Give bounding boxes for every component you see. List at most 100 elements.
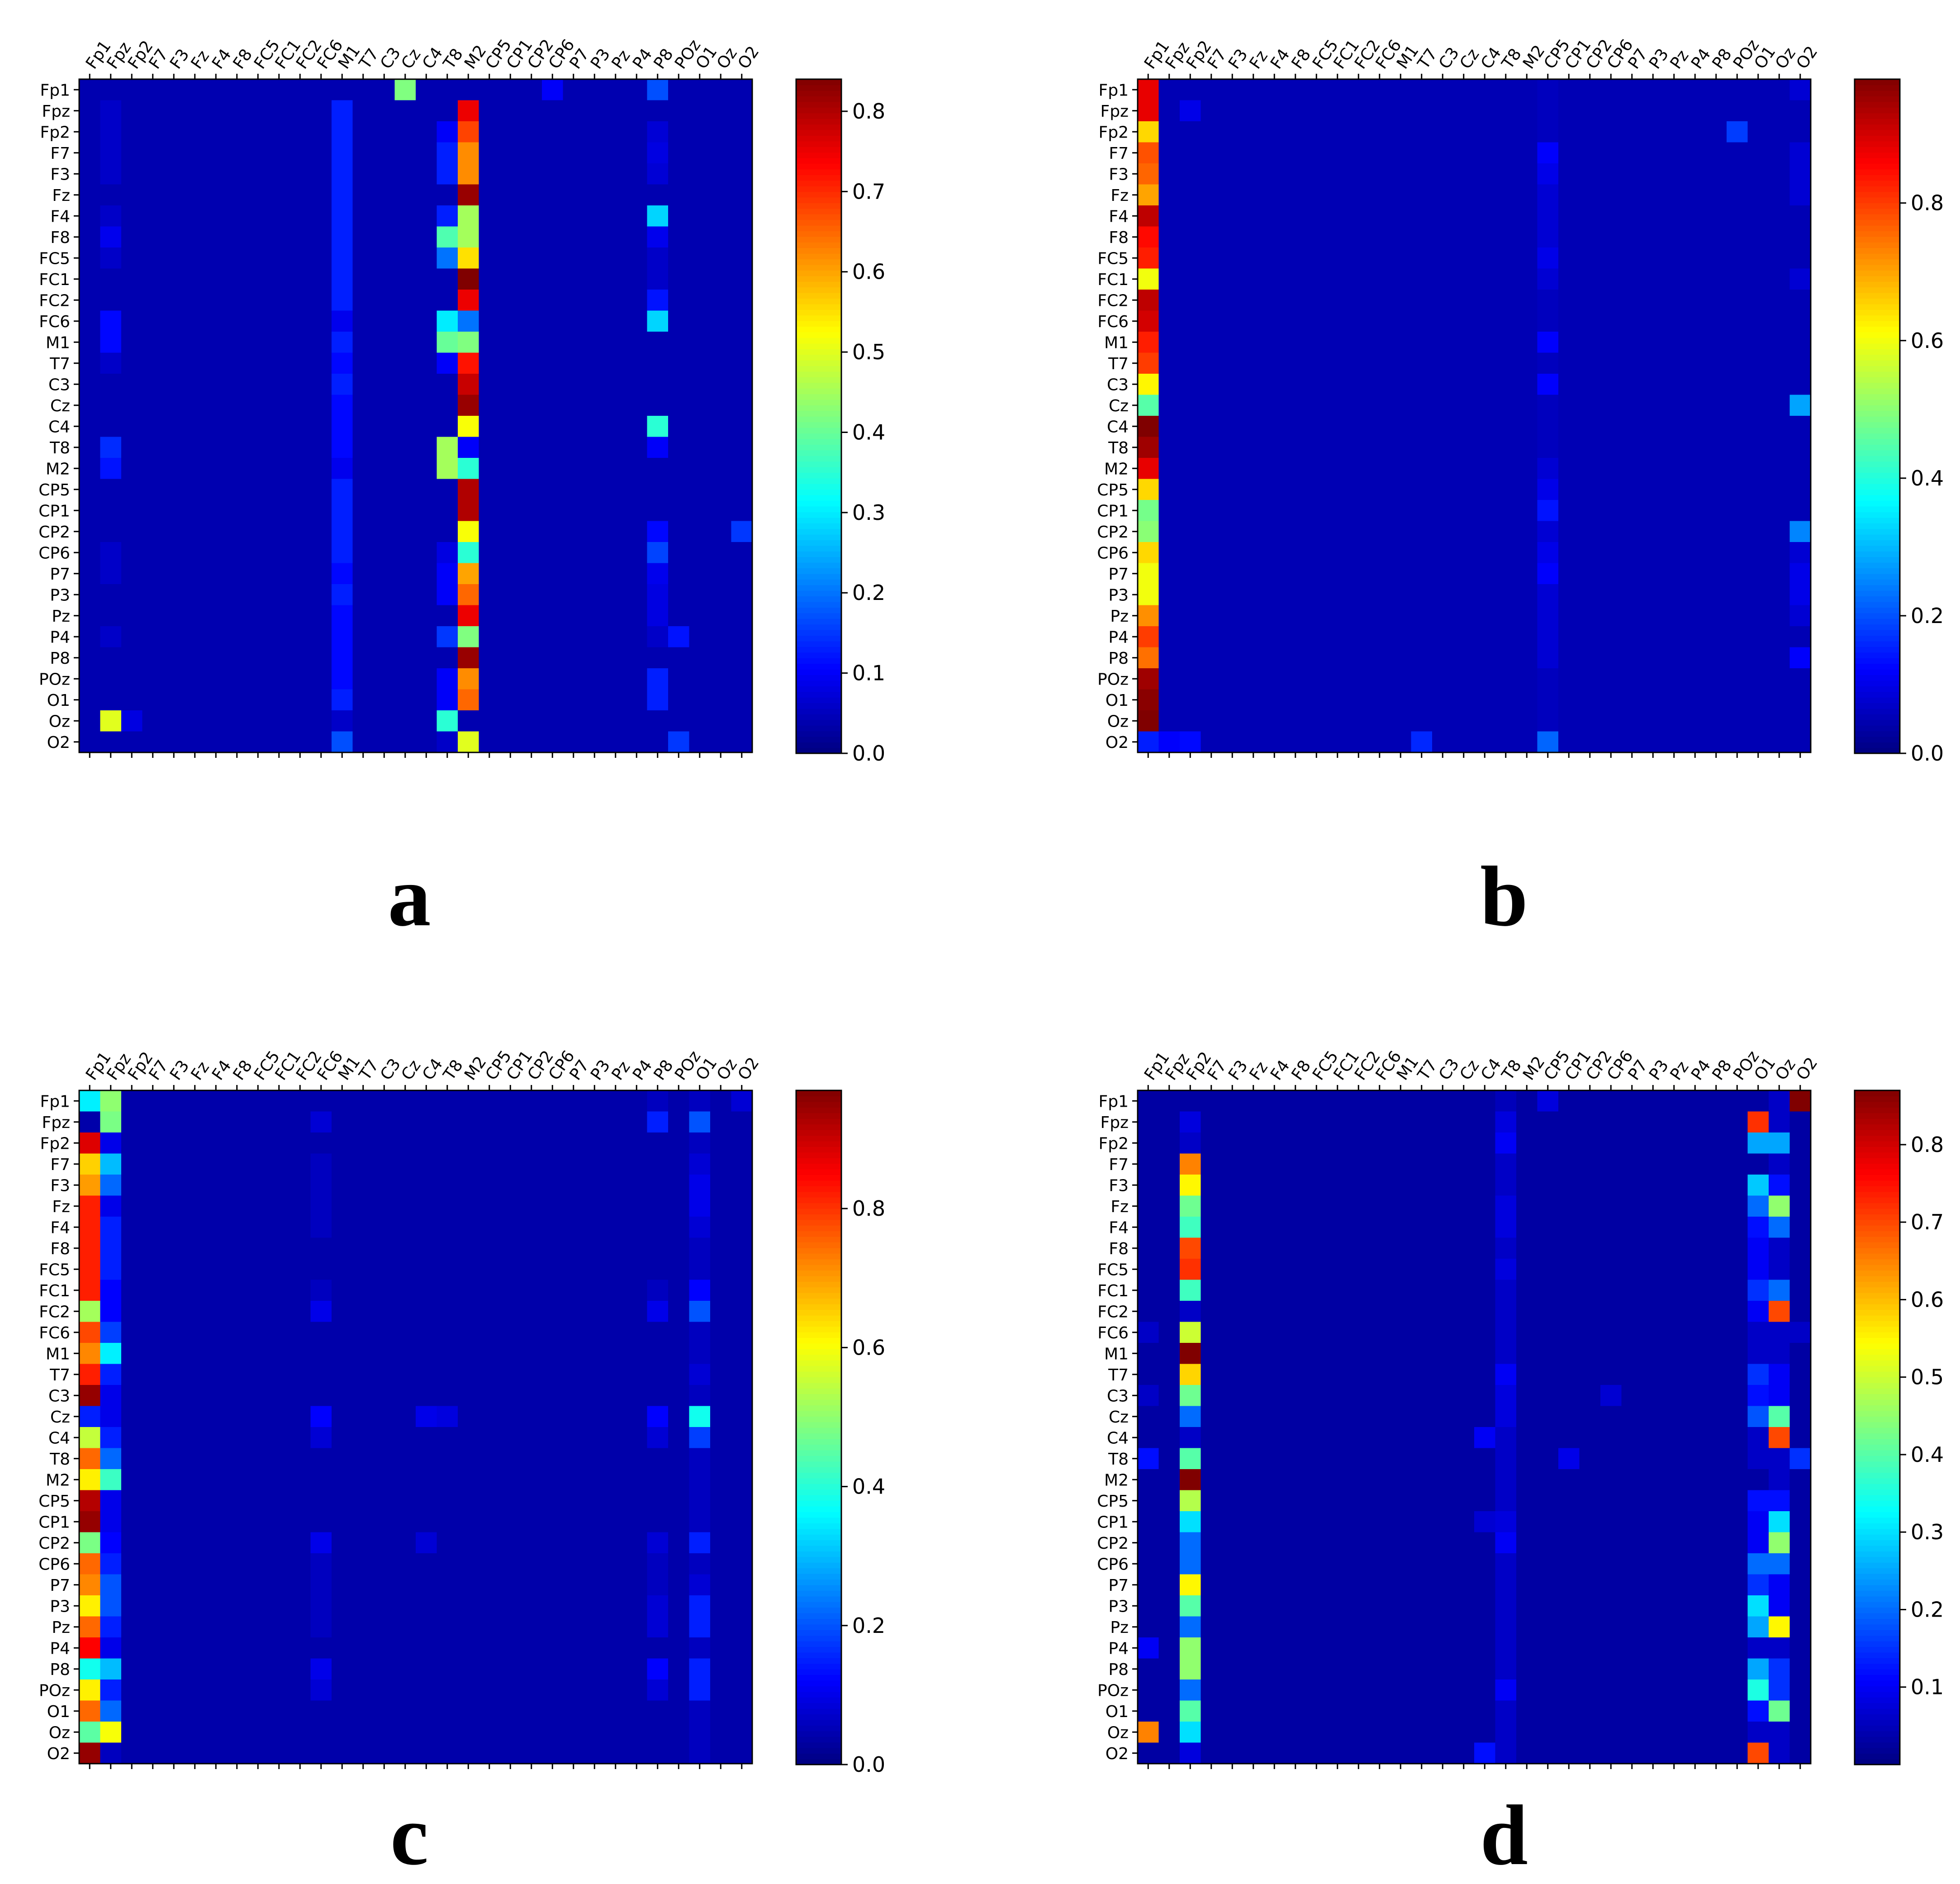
heatmap-cell-C4-C4 [1474,1427,1496,1449]
heatmap-cell-Fp1-F8 [1285,79,1306,101]
heatmap-cell-P4-FC5 [247,626,269,648]
heatmap-cell-CP1-FC2 [289,500,311,522]
heatmap-cell-FC2-F8 [1285,1301,1306,1323]
colorbar-step [796,1219,841,1226]
heatmap-cell-Fz-CP1 [1558,184,1580,206]
heatmap-cell-T8-CP1 [500,437,522,458]
heatmap-cell-FC1-C3 [374,268,395,290]
heatmap-cell-P7-C4 [416,563,437,585]
colorbar-step [1855,124,1900,130]
colorbar-step [796,596,841,602]
heatmap-cell-CP5-C3 [374,1490,395,1512]
heatmap-cell-CP1-Fp1 [1138,500,1159,522]
heatmap-cell-P7-P4 [626,563,648,585]
heatmap-cell-P4-F7 [1201,1637,1222,1659]
heatmap-cell-P4-P8 [647,626,669,648]
y-tick-label: F3 [1109,165,1129,184]
heatmap-cell-P3-Cz [1453,1595,1475,1617]
heatmap-cell-O1-CP6 [542,1700,564,1722]
heatmap-cell-P8-C4 [1474,1658,1496,1680]
heatmap-cell-O2-O1 [689,731,711,753]
heatmap-cell-Cz-POz [668,395,690,416]
heatmap-cell-POz-Cz [394,668,416,690]
heatmap-cell-C3-FC5 [247,1385,269,1407]
heatmap-cell-C3-C4 [416,1385,437,1407]
y-tick-label: Oz [49,1723,70,1742]
colorbar-step [1855,573,1900,580]
heatmap-cell-O2-T8 [1495,1742,1517,1764]
heatmap-cell-P4-T8 [1495,1637,1517,1659]
colorbar-step [1855,343,1900,349]
heatmap-cell-F7-T7 [352,1153,374,1175]
heatmap-cell-FC2-Fp2 [1180,290,1201,311]
heatmap-cell-F7-T7 [352,142,374,164]
heatmap-cell-C4-CP6 [1600,1427,1622,1449]
colorbar-tick-label: 0.4 [852,420,885,444]
heatmap-cell-CP6-CP1 [500,1553,522,1575]
y-tick-label: Oz [49,712,70,731]
colorbar-step [796,534,841,540]
heatmap-cell-F4-P3 [1642,1217,1664,1238]
colorbar-step [1855,349,1900,355]
heatmap-cell-O1-Fz [1243,1700,1264,1722]
heatmap-cell-O1-Fp1 [79,1700,101,1722]
heatmap-cell-FC2-C3 [374,290,395,311]
heatmap-cell-Pz-T7 [1411,605,1433,627]
heatmap-cell-Fp1-O1 [689,1090,711,1112]
heatmap-cell-CP5-M1 [332,1490,353,1512]
heatmap-cell-Oz-F4 [1264,710,1286,732]
heatmap-cell-P7-P3 [584,563,606,585]
heatmap-cell-P8-P8 [647,647,669,669]
colorbar-step [796,1293,841,1299]
heatmap-cell-FC1-Fp2 [121,268,143,290]
heatmap-cell-Oz-FC6 [310,710,332,732]
heatmap-cell-T7-P7 [1621,1364,1643,1385]
heatmap-cell-P7-P4 [1685,563,1706,585]
colorbar-step [796,1736,841,1743]
heatmap-cell-P7-T7 [352,1574,374,1596]
heatmap-cell-O1-POz [1727,1700,1748,1722]
colorbar-step [1855,528,1900,535]
heatmap-cell-C3-Fz [1243,374,1264,395]
colorbar-step [1855,79,1900,86]
heatmap-cell-P8-T8 [1495,1658,1517,1680]
heatmap-cell-P7-C3 [374,563,395,585]
y-tick-label: CP5 [38,1492,70,1511]
heatmap-cell-Fp2-CP1 [1558,1132,1580,1154]
heatmap-cell-CP1-O2 [731,1511,753,1533]
heatmap-cell-FC1-POz [1727,268,1748,290]
heatmap-cell-P7-P4 [1685,1574,1706,1596]
heatmap-cell-CP5-M1 [1390,1490,1412,1512]
colorbar-step [796,1607,841,1613]
heatmap-cell-FC2-FC1 [268,1301,290,1323]
heatmap-cell-Fz-Cz [1453,1195,1475,1217]
heatmap-cell-O1-P3 [584,689,606,711]
y-tick-label: FC2 [1097,291,1129,310]
heatmap-cell-Fp2-Pz [1663,121,1685,143]
colorbar-step [796,1551,841,1557]
colorbar-step [796,1658,841,1664]
heatmap-cell-P8-T7 [352,1658,374,1680]
heatmap-cell-Fz-F7 [142,1195,164,1217]
heatmap-cell-T7-FC2 [1348,1364,1370,1385]
heatmap-cell-P8-T8 [1495,647,1517,669]
heatmap-cell-C4-T8 [437,1427,458,1449]
heatmap-cell-F3-P7 [1621,1175,1643,1196]
heatmap-cell-CP2-Pz [605,521,626,542]
heatmap-cell-T7-M1 [332,1364,353,1385]
colorbar-step [1855,675,1900,681]
colorbar-step [1855,129,1900,136]
heatmap-cell-FC1-FC5 [247,268,269,290]
heatmap-cell-F4-P8 [1705,205,1727,227]
heatmap-cell-Fp1-M1 [332,79,353,101]
heatmap-cell-P4-POz [1727,626,1748,648]
heatmap-cell-CP2-FC5 [1306,521,1328,542]
heatmap-cell-FC1-Oz [1769,268,1790,290]
heatmap-cell-P7-C4 [1474,1574,1496,1596]
heatmap-cell-T7-Oz [1769,352,1790,374]
heatmap-cell-CP2-F4 [1264,521,1286,542]
heatmap-cell-F7-O1 [1747,142,1769,164]
y-tick-label: P3 [50,586,70,604]
heatmap-cell-Fz-P8 [1705,1195,1727,1217]
heatmap-cell-FC1-F4 [205,268,227,290]
